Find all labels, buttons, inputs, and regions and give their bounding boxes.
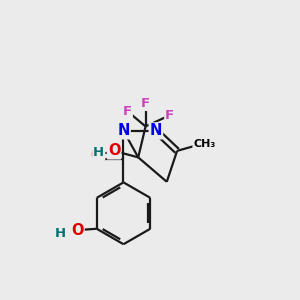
Text: H: H: [55, 227, 66, 240]
Text: F: F: [123, 105, 132, 118]
Text: O: O: [90, 148, 103, 164]
Text: F: F: [141, 97, 150, 110]
Text: N: N: [117, 123, 130, 138]
Text: N: N: [150, 123, 162, 138]
Text: O: O: [108, 143, 120, 158]
Text: H: H: [93, 146, 104, 159]
Text: F: F: [165, 109, 174, 122]
Text: O: O: [71, 223, 83, 238]
Text: CH₃: CH₃: [193, 139, 216, 148]
